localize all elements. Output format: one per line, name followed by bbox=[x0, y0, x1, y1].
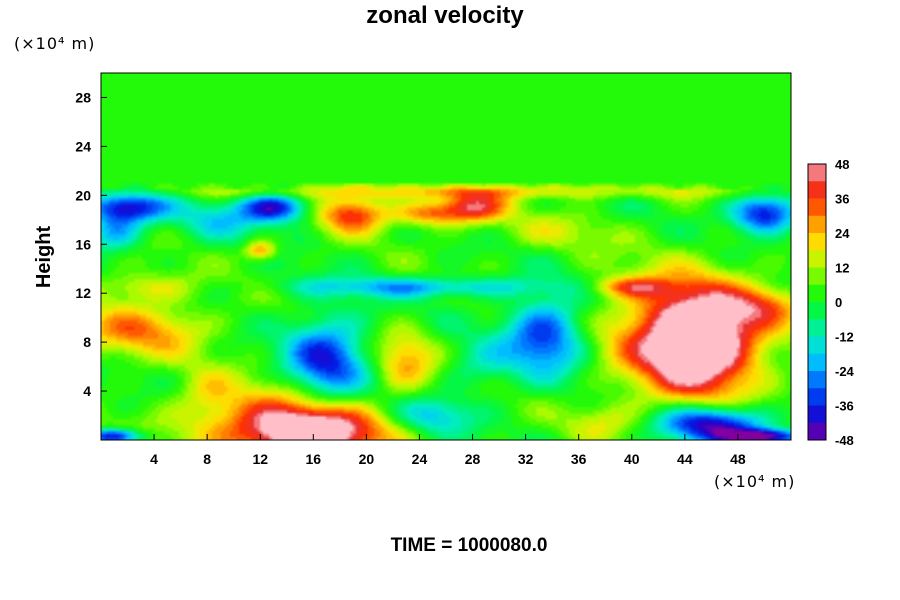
colorbar-band bbox=[808, 302, 826, 320]
velocity-field bbox=[101, 73, 791, 440]
x-tick-label: 4 bbox=[150, 451, 158, 467]
colorbar-band bbox=[808, 215, 826, 234]
colorbar-band bbox=[808, 405, 826, 424]
y-tick-label: 4 bbox=[83, 383, 91, 399]
time-label: TIME = 1000080.0 bbox=[391, 535, 548, 556]
x-tick-label: 32 bbox=[518, 451, 534, 467]
colorbar-band bbox=[808, 181, 826, 199]
x-tick-label: 44 bbox=[677, 451, 693, 467]
x-axis: 4 8 12 16 20 24 28 32 36 40 44 48 bbox=[150, 434, 746, 467]
x-tick-label: 20 bbox=[359, 451, 375, 467]
y-tick-label: 12 bbox=[75, 285, 91, 301]
x-tick-label: 48 bbox=[730, 451, 746, 467]
x-tick-label: 12 bbox=[252, 451, 268, 467]
y-axis-label: Height bbox=[33, 226, 55, 289]
colorbar-band bbox=[808, 371, 826, 389]
colorbar-tick-label: -36 bbox=[835, 399, 854, 414]
plot-area bbox=[100, 72, 792, 441]
x-tick-label: 16 bbox=[306, 451, 322, 467]
colorbar-band bbox=[808, 198, 826, 217]
y-tick-label: 8 bbox=[83, 334, 91, 350]
y-tick-label: 28 bbox=[75, 89, 91, 105]
colorbar-band bbox=[808, 353, 826, 372]
colorbar-tick-label: 12 bbox=[835, 261, 849, 276]
chart-title: zonal velocity bbox=[366, 2, 524, 29]
y-tick-label: 16 bbox=[75, 236, 91, 252]
colorbar-tick-label: 24 bbox=[835, 226, 850, 241]
x-tick-label: 8 bbox=[203, 451, 211, 467]
colorbar-tick-label: -24 bbox=[835, 364, 855, 379]
colorbar: 48 36 24 12 0 -12 -24 -36 -48 bbox=[807, 157, 855, 448]
y-tick-label: 24 bbox=[75, 138, 91, 154]
colorbar-band bbox=[808, 388, 826, 406]
colorbar-tick-label: -12 bbox=[835, 330, 854, 345]
colorbar-tick-label: 36 bbox=[835, 192, 849, 207]
colorbar-band bbox=[808, 319, 826, 337]
colorbar-band bbox=[808, 250, 826, 268]
colorbar-band bbox=[808, 233, 826, 251]
y-tick-label: 20 bbox=[75, 187, 91, 203]
x-tick-label: 40 bbox=[624, 451, 640, 467]
colorbar-band bbox=[808, 284, 826, 303]
colorbar-band bbox=[808, 422, 826, 441]
colorbar-band bbox=[808, 164, 826, 182]
y-axis: 4 8 12 16 20 24 28 bbox=[75, 89, 107, 399]
colorbar-tick-label: -48 bbox=[835, 433, 854, 448]
plot-frame bbox=[100, 72, 792, 441]
colorbar-band bbox=[808, 336, 826, 355]
colorbar-frame bbox=[807, 163, 827, 441]
x-tick-label: 28 bbox=[465, 451, 481, 467]
colorbar-band bbox=[808, 267, 826, 286]
x-tick-label: 36 bbox=[571, 451, 587, 467]
colorbar-tick-label: 48 bbox=[835, 157, 849, 172]
colorbar-tick-label: 0 bbox=[835, 295, 842, 310]
y-unit-label: (×10⁴ m) bbox=[14, 34, 95, 53]
x-tick-label: 24 bbox=[412, 451, 428, 467]
x-unit-label: (×10⁴ m) bbox=[714, 472, 795, 491]
